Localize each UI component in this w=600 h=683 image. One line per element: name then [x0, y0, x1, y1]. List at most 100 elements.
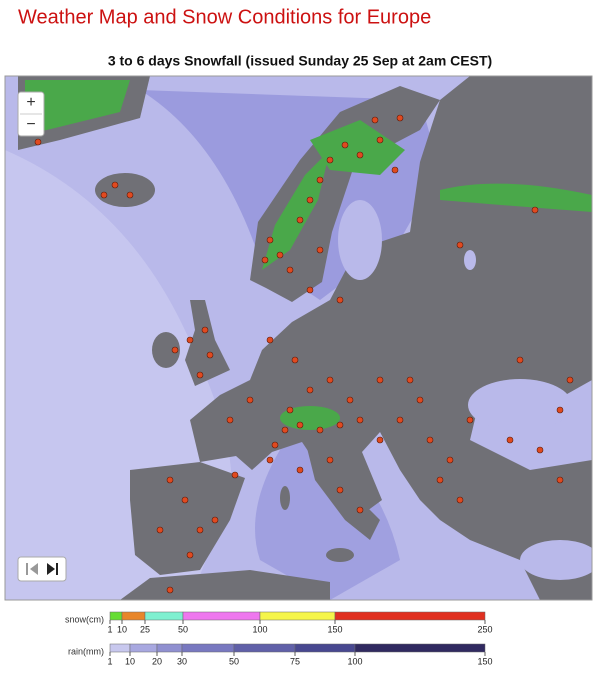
- resort-markers: [34, 114, 574, 594]
- land: [152, 332, 180, 368]
- resort-marker: [100, 191, 108, 199]
- resort-marker: [306, 386, 314, 394]
- snow-tick-label: 50: [178, 624, 188, 634]
- snow-swatch: [259, 611, 336, 621]
- resort-marker: [446, 456, 454, 464]
- resort-marker: [506, 436, 514, 444]
- resort-marker: [166, 586, 174, 594]
- precip-band: [255, 420, 400, 600]
- resort-marker: [201, 326, 209, 334]
- rain-swatch: [129, 643, 158, 653]
- resort-marker: [326, 456, 334, 464]
- snow-area: [310, 120, 405, 175]
- resort-marker: [376, 136, 384, 144]
- resort-marker: [111, 181, 119, 189]
- snow-swatch: [334, 611, 486, 621]
- zoom-control: + −: [17, 91, 45, 137]
- map[interactable]: + −: [4, 75, 600, 601]
- snow-tick-label: 10: [117, 624, 127, 634]
- resort-marker: [211, 516, 219, 524]
- resort-marker: [196, 526, 204, 534]
- first-frame[interactable]: [26, 563, 38, 575]
- sea: [468, 379, 572, 431]
- resort-marker: [296, 216, 304, 224]
- rain-tick-label: 75: [290, 656, 300, 666]
- rain-tick-label: 20: [152, 656, 162, 666]
- resort-marker: [356, 151, 364, 159]
- rain-tick-label: 1: [107, 656, 112, 666]
- legend: snow(cm) rain(mm) 1 10 25 50 100 150 250 1 10 20 3…: [0, 602, 600, 678]
- snow-swatch: [109, 611, 123, 621]
- snow-label: snow(cm): [65, 614, 104, 624]
- resort-marker: [326, 156, 334, 164]
- resort-marker: [246, 396, 254, 404]
- snow-tick-label: 150: [327, 624, 342, 634]
- rain-swatch: [181, 643, 235, 653]
- resort-marker: [266, 336, 274, 344]
- resort-marker: [356, 506, 364, 514]
- rain-tick-label: 50: [229, 656, 239, 666]
- snow-tick-label: 1: [107, 624, 112, 634]
- playback-box: [17, 556, 67, 582]
- sea: [520, 540, 592, 580]
- rain-tick-label: 10: [125, 656, 135, 666]
- resort-marker: [156, 526, 164, 534]
- rain-swatch: [294, 643, 356, 653]
- snow-area: [440, 183, 592, 212]
- resort-marker: [531, 206, 539, 214]
- resort-marker: [436, 476, 444, 484]
- resort-marker: [316, 246, 324, 254]
- land: [130, 462, 245, 575]
- resort-marker: [171, 346, 179, 354]
- resort-marker: [196, 371, 204, 379]
- resort-marker: [181, 496, 189, 504]
- resort-marker: [286, 406, 294, 414]
- land: [95, 173, 155, 207]
- next-frame[interactable]: [47, 563, 58, 575]
- resort-marker: [261, 256, 269, 264]
- zoom-out[interactable]: −: [26, 116, 35, 133]
- rain-swatch: [156, 643, 183, 653]
- resort-marker: [296, 466, 304, 474]
- snow-area: [25, 80, 130, 135]
- rain-tick-label: 150: [477, 656, 492, 666]
- resort-marker: [166, 476, 174, 484]
- resort-marker: [556, 406, 564, 414]
- resort-marker: [336, 296, 344, 304]
- snow-tick-label: 100: [252, 624, 267, 634]
- page-title: Weather Map and Snow Conditions for Euro…: [18, 6, 431, 28]
- resort-marker: [271, 441, 279, 449]
- snow-swatch: [182, 611, 261, 621]
- resort-marker: [516, 356, 524, 364]
- resort-marker: [34, 138, 42, 146]
- resort-marker: [566, 376, 574, 384]
- rain-tick-label: 30: [177, 656, 187, 666]
- playback-control: [17, 556, 67, 582]
- resort-marker: [316, 426, 324, 434]
- sea: [338, 200, 382, 280]
- resort-marker: [286, 266, 294, 274]
- resort-marker: [426, 436, 434, 444]
- resort-marker: [376, 376, 384, 384]
- resort-marker: [556, 476, 564, 484]
- resort-marker: [306, 286, 314, 294]
- resort-marker: [326, 376, 334, 384]
- land: [190, 76, 592, 600]
- land: [280, 486, 290, 510]
- resort-marker: [456, 496, 464, 504]
- snow-tick-label: 25: [140, 624, 150, 634]
- map-border: [4, 75, 593, 601]
- land: [185, 300, 230, 386]
- snow-swatch: [144, 611, 184, 621]
- resort-marker: [336, 486, 344, 494]
- resort-marker: [466, 416, 474, 424]
- resort-marker: [206, 351, 214, 359]
- resort-marker: [231, 471, 239, 479]
- land: [120, 570, 330, 600]
- resort-marker: [276, 251, 284, 259]
- zoom-in[interactable]: +: [26, 94, 35, 111]
- lake: [464, 250, 476, 270]
- resort-marker: [266, 456, 274, 464]
- snow-area: [262, 150, 330, 270]
